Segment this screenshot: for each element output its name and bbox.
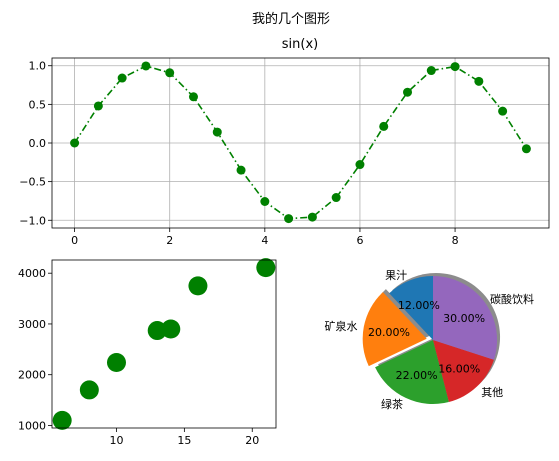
line-chart-point xyxy=(141,61,151,71)
line-chart-point xyxy=(70,138,80,148)
pie-slice xyxy=(375,340,449,404)
line-chart-point xyxy=(498,106,508,116)
pie-slice-label: 绿茶 xyxy=(381,397,403,411)
line-chart-point xyxy=(379,121,389,131)
scatter-chart-point xyxy=(161,319,181,339)
line-chart-x-tick-label: 4 xyxy=(261,234,268,247)
scatter-chart-point xyxy=(79,380,99,400)
figure-suptitle: 我的几个图形 xyxy=(252,11,330,27)
line-chart-y-tick-label: −0.5 xyxy=(19,176,46,189)
scatter-chart-y-tick-label: 3000 xyxy=(18,318,46,331)
pie-slice xyxy=(389,276,433,340)
line-chart-y-ticks: 1.0 0.5 0.0 −0.5 −1.0 xyxy=(19,60,52,227)
line-chart-point xyxy=(284,214,294,224)
pie-slice xyxy=(433,340,494,402)
pie-slice-label: 其他 xyxy=(481,386,503,399)
line-chart-point xyxy=(236,165,246,175)
pie-chart-slices xyxy=(362,276,498,404)
line-chart-x-ticks: 0 2 4 6 8 xyxy=(71,228,459,247)
scatter-chart-point xyxy=(52,410,72,430)
pie-slice-percent: 12.00% xyxy=(398,299,440,312)
line-chart-point xyxy=(355,160,365,170)
line-chart-series xyxy=(70,61,531,224)
line-chart-x-tick-label: 2 xyxy=(166,234,173,247)
pie-slice-percent: 22.00% xyxy=(396,369,438,382)
pie-chart-percent-labels: 12.00% 20.00% 22.00%16.00% 30.00% xyxy=(368,299,485,382)
line-chart-title: sin(x) xyxy=(282,37,318,52)
line-chart-point xyxy=(403,87,413,97)
line-chart: sin(x) 0 2 4 6 8 1.0 0.5 0.0 −0.5 −1.0 xyxy=(19,37,550,247)
line-chart-series-line xyxy=(73,65,528,220)
line-chart-y-tick-label: 1.0 xyxy=(29,60,47,73)
line-chart-point xyxy=(307,212,317,222)
scatter-chart-point xyxy=(256,258,276,278)
scatter-chart-frame xyxy=(51,259,277,429)
scatter-chart-x-ticks: 10 15 20 xyxy=(109,428,259,447)
scatter-chart-y-tick-label: 4000 xyxy=(18,267,46,280)
line-chart-point xyxy=(474,76,484,86)
line-chart-point xyxy=(93,101,103,111)
scatter-chart-y-ticks: 1000 2000 3000 4000 xyxy=(18,267,52,432)
line-chart-point xyxy=(188,92,198,102)
line-chart-x-tick-label: 8 xyxy=(452,234,459,247)
line-chart-grid xyxy=(52,58,549,228)
line-chart-point xyxy=(165,68,175,78)
line-chart-point xyxy=(260,196,270,206)
line-chart-x-tick-label: 0 xyxy=(71,234,78,247)
line-chart-y-tick-label: −1.0 xyxy=(19,214,46,227)
scatter-chart-x-tick-label: 15 xyxy=(177,434,191,447)
scatter-chart-y-tick-label: 2000 xyxy=(18,369,46,382)
scatter-chart-point xyxy=(106,353,126,373)
line-chart-point xyxy=(450,62,460,72)
line-chart-point xyxy=(521,144,531,154)
line-chart-x-tick-label: 6 xyxy=(356,234,363,247)
scatter-chart-points xyxy=(52,258,276,430)
scatter-chart-x-tick-label: 20 xyxy=(245,434,259,447)
line-chart-y-tick-label: 0.0 xyxy=(29,137,47,150)
pie-slice xyxy=(433,276,498,360)
pie-slice-percent: 30.00% xyxy=(443,312,485,325)
pie-slice-label: 碳酸饮料 xyxy=(490,292,534,306)
pie-slice-label: 矿泉水 xyxy=(325,319,358,333)
scatter-chart-x-tick-label: 10 xyxy=(109,434,123,447)
pie-slice xyxy=(362,292,427,367)
scatter-chart-y-tick-label: 1000 xyxy=(18,419,46,432)
pie-slice-percent: 16.00% xyxy=(438,362,480,375)
scatter-chart-point xyxy=(188,276,208,296)
pie-slice-percent: 20.00% xyxy=(368,326,410,339)
line-chart-point xyxy=(117,73,127,83)
line-chart-y-tick-label: 0.5 xyxy=(29,98,47,111)
line-chart-point xyxy=(426,66,436,76)
line-chart-point xyxy=(212,127,222,137)
pie-slice-label: 果汁 xyxy=(385,269,407,282)
scatter-chart: 10 15 20 1000 2000 3000 4000 xyxy=(18,258,277,447)
line-chart-point xyxy=(331,193,341,203)
